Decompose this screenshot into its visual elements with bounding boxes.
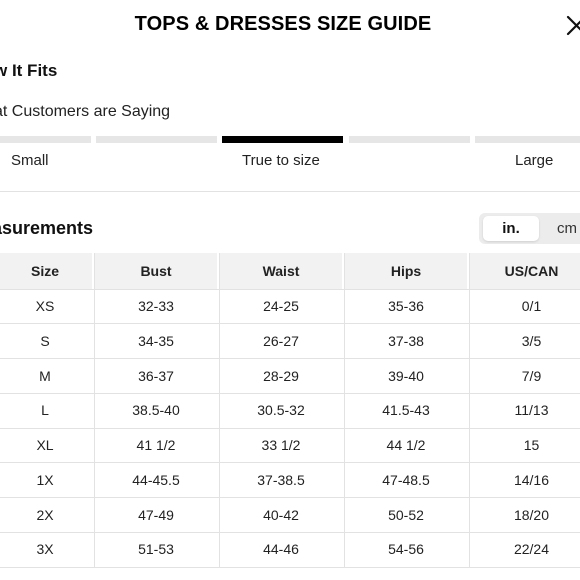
- cell-hips: 54-56: [388, 541, 424, 558]
- header-us-can: US/CAN: [470, 253, 580, 289]
- column-divider: [218, 253, 220, 567]
- how-it-fits-heading: w It Fits: [0, 61, 58, 80]
- cell-us-can: 14/16: [513, 471, 550, 488]
- column-divider: [93, 253, 95, 567]
- cell-us-can: 3/5: [521, 332, 542, 349]
- row-divider: [0, 566, 580, 568]
- cell-size: 2X: [36, 506, 54, 523]
- cell-waist: 37-38.5: [257, 471, 305, 488]
- row-divider: [0, 531, 580, 533]
- cell-size: XS: [35, 298, 55, 314]
- customers-saying-subheading: at Customers are Saying: [0, 103, 171, 120]
- fit-bar-large: [475, 136, 580, 143]
- header-size: Size: [0, 253, 92, 289]
- fit-bar-true-to-size: [222, 136, 343, 143]
- fit-label-large: Large: [515, 152, 554, 169]
- fit-rating-bars: [0, 136, 580, 143]
- cell-us-can: 22/24: [513, 541, 550, 558]
- page-title: TOPS & DRESSES SIZE GUIDE: [134, 13, 432, 35]
- cell-size: 3X: [36, 541, 54, 558]
- table-row: S 34-35 26-27 37-38 3/5: [0, 324, 580, 359]
- header-waist: Waist: [220, 253, 342, 289]
- measurements-heading: asurements: [0, 218, 94, 238]
- table-row: 1X 44-45.5 37-38.5 47-48.5 14/16: [0, 463, 580, 498]
- fit-bar-small-mid: [96, 136, 217, 143]
- table-row: XS 32-33 24-25 35-36 0/1: [0, 289, 580, 324]
- fit-bar-small: [0, 136, 91, 143]
- fit-bar-large-mid: [349, 136, 470, 143]
- cell-size: XL: [36, 437, 54, 453]
- cell-bust: 47-49: [138, 506, 174, 523]
- cell-us-can: 7/9: [521, 367, 542, 384]
- fit-label-true-to-size: True to size: [242, 152, 320, 169]
- row-divider: [0, 323, 580, 325]
- cell-hips: 35-36: [388, 298, 424, 314]
- cell-bust: 36-37: [138, 367, 174, 384]
- row-divider: [0, 497, 580, 498]
- cell-us-can: 11/13: [514, 402, 549, 419]
- unit-toggle[interactable]: in. cm: [479, 213, 580, 244]
- cell-waist: 40-42: [263, 506, 299, 523]
- fit-label-small: Small: [11, 152, 49, 169]
- cell-hips: 44 1/2: [386, 437, 426, 453]
- cell-size: M: [39, 367, 51, 384]
- row-divider: [0, 392, 580, 394]
- cell-waist: 24-25: [263, 298, 299, 314]
- cell-us-can: 0/1: [521, 298, 542, 314]
- table-row: XL 41 1/2 33 1/2 44 1/2 15: [0, 428, 580, 463]
- cell-bust: 32-33: [138, 298, 174, 314]
- unit-inches-option[interactable]: in.: [483, 216, 539, 241]
- cell-bust: 38.5-40: [132, 402, 180, 419]
- cell-size: L: [41, 402, 49, 419]
- cell-waist: 33 1/2: [261, 437, 301, 453]
- close-button[interactable]: [566, 14, 580, 36]
- cell-hips: 50-52: [388, 506, 424, 523]
- unit-cm-option[interactable]: cm: [557, 220, 577, 237]
- column-divider: [343, 253, 345, 567]
- cell-bust: 41 1/2: [136, 437, 176, 453]
- cell-bust: 44-45.5: [132, 471, 180, 488]
- cell-hips: 41.5-43: [382, 402, 430, 419]
- close-icon[interactable]: [566, 14, 580, 36]
- cell-size: 1X: [36, 471, 54, 488]
- cell-size: S: [40, 332, 50, 349]
- table-row: M 36-37 28-29 39-40 7/9: [0, 359, 580, 394]
- cell-us-can: 15: [523, 437, 540, 453]
- cell-hips: 37-38: [388, 332, 424, 349]
- cell-waist: 26-27: [263, 332, 299, 349]
- cell-waist: 44-46: [263, 541, 299, 558]
- header-hips: Hips: [345, 253, 467, 289]
- header-bust: Bust: [95, 253, 217, 289]
- cell-us-can: 18/20: [513, 506, 550, 523]
- cell-bust: 51-53: [138, 541, 174, 558]
- cell-hips: 47-48.5: [382, 471, 430, 488]
- row-divider: [0, 358, 580, 359]
- table-row: 2X 47-49 40-42 50-52 18/20: [0, 498, 580, 533]
- cell-waist: 28-29: [263, 367, 299, 384]
- cell-waist: 30.5-32: [257, 402, 305, 419]
- row-divider: [0, 462, 580, 464]
- table-row: L 38.5-40 30.5-32 41.5-43 11/13: [0, 393, 580, 428]
- column-divider: [468, 253, 470, 567]
- table-header-row: Size Bust Waist Hips US/CAN: [0, 253, 580, 289]
- table-row: 3X 51-53 44-46 54-56 22/24: [0, 532, 580, 567]
- row-divider: [0, 288, 580, 290]
- cell-bust: 34-35: [138, 332, 174, 349]
- row-divider: [0, 427, 580, 429]
- cell-hips: 39-40: [388, 367, 424, 384]
- section-divider: [0, 191, 580, 192]
